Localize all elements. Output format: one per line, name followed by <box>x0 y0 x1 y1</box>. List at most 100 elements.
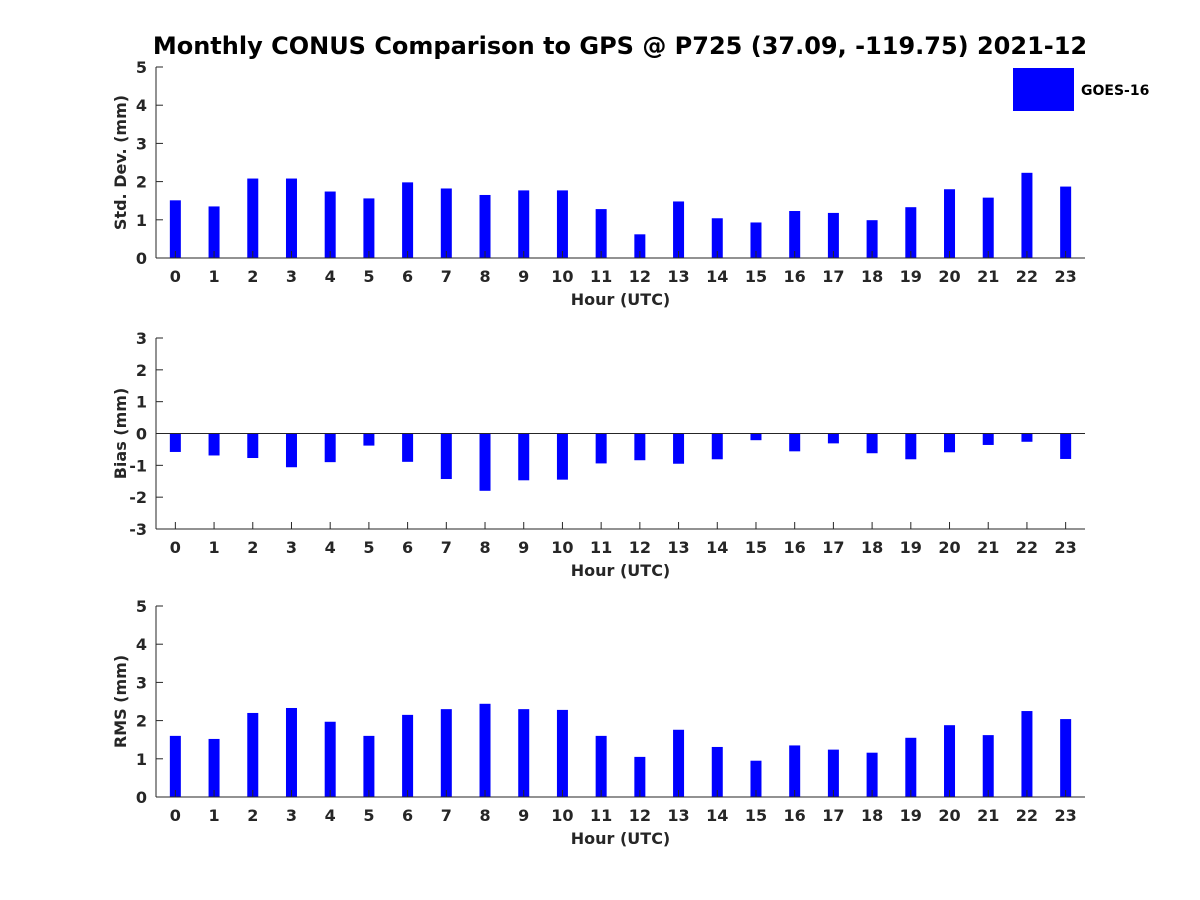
std-dev-bar <box>402 182 414 258</box>
bias-bar <box>169 433 181 452</box>
std-dev-bar <box>982 197 994 258</box>
rms-bar <box>247 712 259 797</box>
rms-x-tick-label: 19 <box>900 806 922 825</box>
std-dev-bar <box>518 190 530 258</box>
rms-x-tick-label: 5 <box>363 806 374 825</box>
rms-y-tick-label: 4 <box>136 635 147 654</box>
std-dev-y-tick-label: 3 <box>136 134 147 153</box>
rms-bar <box>479 703 491 797</box>
std-dev-y-tick-label: 4 <box>136 96 147 115</box>
bias-bar <box>324 433 336 463</box>
rms-x-tick-label: 4 <box>325 806 336 825</box>
bias-x-tick-label: 20 <box>938 538 960 557</box>
rms-x-tick-label: 22 <box>1016 806 1038 825</box>
bias-x-tick-label: 9 <box>518 538 529 557</box>
rms-x-tick-label: 15 <box>745 806 767 825</box>
rms-x-tick-label: 20 <box>938 806 960 825</box>
rms-x-tick-label: 0 <box>170 806 181 825</box>
bias-x-tick-label: 15 <box>745 538 767 557</box>
std-dev-x-tick-label: 3 <box>286 267 297 286</box>
bias-y-tick-label: 2 <box>136 361 147 380</box>
bias-x-tick-label: 13 <box>667 538 689 557</box>
std-dev-bar <box>285 178 297 258</box>
rms-x-tick-label: 23 <box>1055 806 1077 825</box>
std-dev-x-axis-label: Hour (UTC) <box>571 290 671 309</box>
bias-x-tick-label: 4 <box>325 538 336 557</box>
rms-y-tick-label: 5 <box>136 597 147 616</box>
std-dev-x-tick-label: 13 <box>667 267 689 286</box>
std-dev-x-tick-label: 14 <box>706 267 728 286</box>
bias-x-tick-label: 10 <box>551 538 573 557</box>
bias-bar <box>711 433 723 460</box>
rms-bar <box>1021 711 1033 797</box>
rms-x-tick-label: 6 <box>402 806 413 825</box>
legend-label: GOES-16 <box>1081 83 1149 99</box>
bias-bar <box>789 433 801 452</box>
bias-x-tick-label: 8 <box>479 538 490 557</box>
std-dev-x-tick-label: 6 <box>402 267 413 286</box>
std-dev-bar <box>208 206 220 258</box>
std-dev-x-tick-label: 4 <box>325 267 336 286</box>
rms-bar <box>440 709 452 797</box>
legend-swatch <box>1013 68 1074 111</box>
rms-bar <box>905 737 917 797</box>
std-dev-x-tick-label: 8 <box>479 267 490 286</box>
std-dev-y-tick-label: 2 <box>136 173 147 192</box>
bias-bar <box>595 433 607 464</box>
std-dev-x-tick-label: 2 <box>247 267 258 286</box>
std-dev-y-tick-label: 1 <box>136 211 147 230</box>
std-dev-y-axis-label: Std. Dev. (mm) <box>111 95 130 230</box>
rms-bar <box>324 721 336 797</box>
std-dev-x-tick-label: 12 <box>629 267 651 286</box>
std-dev-y-tick-label: 5 <box>136 58 147 77</box>
legend: GOES-16 <box>1013 68 1149 111</box>
bias-bar <box>827 433 839 444</box>
rms-x-tick-label: 16 <box>784 806 806 825</box>
bias-x-tick-label: 19 <box>900 538 922 557</box>
bias-x-tick-label: 21 <box>977 538 999 557</box>
bias-y-axis-label: Bias (mm) <box>111 388 130 480</box>
rms-bar <box>634 756 646 797</box>
std-dev-x-tick-label: 16 <box>784 267 806 286</box>
bias-bar <box>247 433 259 459</box>
std-dev-x-tick-label: 19 <box>900 267 922 286</box>
rms-bar <box>711 746 723 797</box>
std-dev-y-tick-label: 0 <box>136 249 147 268</box>
bias-bar <box>673 433 685 464</box>
std-dev-bar <box>750 222 762 258</box>
rms-bar <box>208 738 220 797</box>
std-dev-x-tick-label: 17 <box>822 267 844 286</box>
rms-x-tick-label: 11 <box>590 806 612 825</box>
bias-x-tick-label: 6 <box>402 538 413 557</box>
std-dev-x-tick-label: 1 <box>208 267 219 286</box>
bias-x-tick-label: 3 <box>286 538 297 557</box>
std-dev-x-tick-label: 15 <box>745 267 767 286</box>
bias-y-tick-label: -2 <box>129 488 147 507</box>
rms-bar <box>750 760 762 797</box>
rms-x-tick-label: 14 <box>706 806 728 825</box>
rms-bar <box>169 735 181 797</box>
bias-bar <box>518 433 530 481</box>
rms-bar <box>285 707 297 797</box>
rms-x-tick-label: 2 <box>247 806 258 825</box>
std-dev-bar <box>827 212 839 258</box>
bias-x-tick-label: 2 <box>247 538 258 557</box>
rms-x-tick-label: 18 <box>861 806 883 825</box>
rms-bar <box>866 752 878 797</box>
rms-bar <box>1060 719 1072 797</box>
bias-bar <box>944 433 956 453</box>
std-dev-bar <box>1060 186 1072 258</box>
bias-x-tick-label: 22 <box>1016 538 1038 557</box>
bias-bar <box>866 433 878 454</box>
rms-y-axis-label: RMS (mm) <box>111 655 130 748</box>
std-dev-bar <box>363 198 375 258</box>
std-dev-x-tick-label: 0 <box>170 267 181 286</box>
std-dev-x-tick-label: 23 <box>1055 267 1077 286</box>
bias-x-tick-label: 12 <box>629 538 651 557</box>
rms-x-tick-label: 21 <box>977 806 999 825</box>
std-dev-x-tick-label: 10 <box>551 267 573 286</box>
bias-y-tick-label: 1 <box>136 393 147 412</box>
rms-bar <box>595 735 607 797</box>
rms-bar <box>673 729 685 797</box>
